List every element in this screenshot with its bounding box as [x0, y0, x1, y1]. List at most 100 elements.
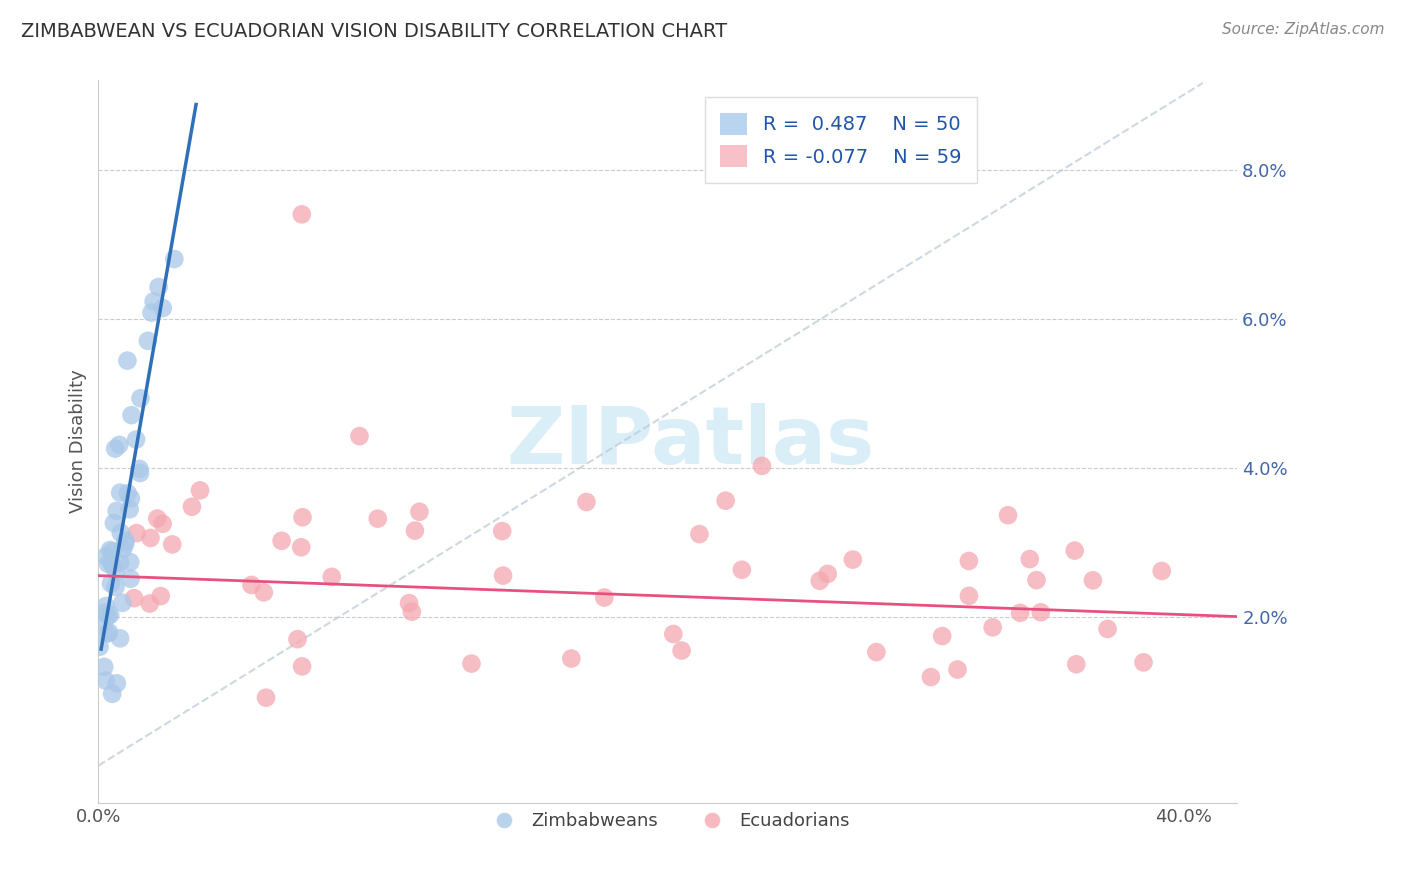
Point [142, 294, 165, 309]
Point [398, 596, 420, 610]
Point [120, 555, 142, 569]
Point [112, 541, 135, 556]
Point [93, 615, 115, 629]
Point [957, 554, 980, 568]
Point [808, 574, 831, 588]
Point [253, 585, 276, 599]
Point [981, 620, 1004, 634]
Point [491, 524, 513, 538]
Point [105, 676, 128, 690]
Point [1018, 552, 1040, 566]
Text: ZIMBABWEAN VS ECUADORIAN VISION DISABILITY CORRELATION CHART: ZIMBABWEAN VS ECUADORIAN VISION DISABILI… [21, 22, 727, 41]
Point [103, 516, 125, 530]
Point [997, 508, 1019, 523]
Point [110, 525, 132, 540]
Point [105, 504, 128, 518]
Point [104, 566, 127, 580]
Point [96, 626, 118, 640]
Point [1132, 656, 1154, 670]
Point [254, 690, 277, 705]
Point [122, 591, 145, 606]
Point [111, 596, 134, 610]
Point [662, 627, 685, 641]
Point [817, 566, 839, 581]
Point [181, 500, 204, 514]
Point [291, 207, 314, 221]
Point [188, 483, 211, 498]
Point [108, 438, 131, 452]
Point [101, 687, 124, 701]
Point [98, 607, 121, 622]
Point [146, 511, 169, 525]
Point [100, 576, 122, 591]
Point [94, 599, 117, 613]
Point [101, 544, 124, 558]
Point [98, 543, 121, 558]
Point [94, 549, 117, 564]
Point [94, 673, 117, 688]
Point [118, 502, 141, 516]
Point [98, 625, 121, 640]
Point [129, 466, 152, 480]
Point [1063, 543, 1085, 558]
Point [152, 301, 174, 315]
Point [404, 524, 426, 538]
Point [104, 580, 127, 594]
Point [108, 556, 131, 570]
Point [129, 391, 152, 405]
Point [367, 511, 389, 525]
Point [101, 558, 124, 573]
Point [1097, 622, 1119, 636]
Point [291, 510, 314, 524]
Point [139, 531, 162, 545]
Point [163, 252, 186, 266]
Point [162, 537, 184, 551]
Point [920, 670, 942, 684]
Point [120, 491, 142, 506]
Point [287, 632, 309, 647]
Point [593, 591, 616, 605]
Point [89, 640, 111, 654]
Point [97, 557, 120, 571]
Point [141, 305, 163, 319]
Point [128, 462, 150, 476]
Point [114, 533, 136, 548]
Point [575, 495, 598, 509]
Point [104, 442, 127, 456]
Point [946, 663, 969, 677]
Point [731, 563, 754, 577]
Point [1029, 605, 1052, 619]
Point [349, 429, 371, 443]
Point [560, 651, 582, 665]
Point [688, 527, 710, 541]
Point [125, 433, 148, 447]
Point [117, 486, 139, 500]
Point [1150, 564, 1173, 578]
Point [714, 493, 737, 508]
Point [671, 643, 693, 657]
Point [152, 516, 174, 531]
Point [492, 568, 515, 582]
Point [139, 597, 162, 611]
Y-axis label: Vision Disability: Vision Disability [69, 369, 87, 514]
Point [240, 578, 263, 592]
Point [94, 606, 117, 620]
Point [108, 485, 131, 500]
Point [270, 533, 292, 548]
Point [1025, 573, 1047, 587]
Point [100, 556, 122, 570]
Point [121, 408, 143, 422]
Point [136, 334, 159, 348]
Point [321, 570, 343, 584]
Point [290, 541, 312, 555]
Point [931, 629, 953, 643]
Point [291, 659, 314, 673]
Point [460, 657, 482, 671]
Point [125, 526, 148, 541]
Point [1010, 606, 1032, 620]
Point [120, 572, 142, 586]
Text: Source: ZipAtlas.com: Source: ZipAtlas.com [1222, 22, 1385, 37]
Point [114, 537, 136, 551]
Point [93, 660, 115, 674]
Point [97, 608, 120, 623]
